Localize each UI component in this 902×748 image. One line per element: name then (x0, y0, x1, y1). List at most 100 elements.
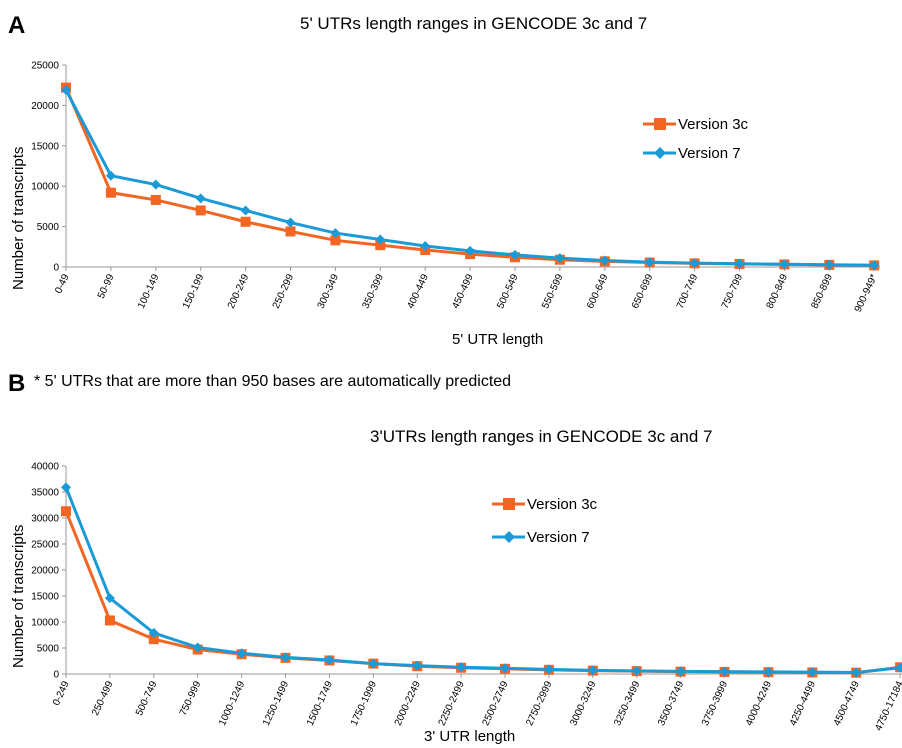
chart-b-x-tick-label: 1500-1749 (305, 679, 335, 727)
chart-a-x-tick-label: 450-499 (450, 272, 476, 310)
chart-b-point-7 (192, 642, 203, 653)
chart-a-x-tick-label: 750-799 (720, 272, 746, 310)
chart-a-x-tick-label: 350-399 (361, 272, 387, 310)
chart-a-x-tick-label: 600-649 (585, 272, 611, 310)
chart-a-point-7 (105, 170, 116, 181)
chart-a-point-7 (869, 260, 880, 271)
chart-a-x-tick-label: 200-249 (226, 272, 252, 310)
chart-a-point-7 (465, 245, 476, 256)
chart-a-x-tick-label: 100-149 (136, 272, 162, 310)
chart-a-point-7 (510, 249, 520, 260)
panel-a-letter: A (8, 12, 26, 39)
chart-a-point-3c (150, 194, 161, 205)
chart-a-x-tick-label: 50-99 (96, 272, 117, 300)
chart-b-point-7 (61, 482, 71, 493)
chart-a-point-3c (195, 205, 206, 216)
chart-a-point-3c (105, 187, 116, 198)
chart-b-x-tick-label: 3250-3499 (612, 679, 642, 727)
panel-b-note: * 5' UTRs that are more than 950 bases a… (34, 373, 512, 390)
chart-a-x-tick-label: 700-749 (675, 272, 701, 310)
chart-b-y-tick-label: 0 (53, 670, 59, 681)
chart-b-x-tick-label: 4500-4749 (832, 679, 862, 727)
chart-b-x-tick-label: 0-249 (51, 679, 72, 707)
chart-a-x-tick-label: 150-199 (181, 272, 207, 310)
chart-b-point-7 (412, 660, 423, 671)
chart-b-x-tick-label: 2750-2999 (524, 679, 554, 727)
chart-b-x-tick-label: 1000-1249 (217, 679, 247, 727)
chart-b-x-tick-label: 3500-3749 (656, 679, 686, 727)
chart-b-x-tick-label: 500-749 (134, 679, 160, 717)
chart-b-y-tick-label: 10000 (31, 618, 59, 629)
chart-b-point-7 (719, 666, 730, 677)
chart-a-x-tick-label: 500-549 (495, 272, 521, 310)
chart-b-point-7 (587, 665, 598, 676)
chart-b-x-tick-label: 4750-17184 (873, 679, 902, 732)
chart-a-point-7 (734, 258, 745, 269)
chart-b-series-7-line (64, 486, 901, 674)
chart-b-y-tick-label: 5000 (37, 644, 60, 655)
chart-b-point-7 (763, 666, 774, 677)
chart-b-legend-label-3c: Version 3c (527, 496, 598, 513)
chart-b-point-7 (236, 648, 247, 659)
chart-a-point-3c (240, 216, 251, 227)
chart-b-xlabel: 3' UTR length (424, 728, 516, 745)
chart-b-point-3c (148, 634, 159, 645)
chart-a-y-tick-label: 0 (53, 263, 59, 274)
chart-a-x-tick-label: 300-349 (316, 272, 342, 310)
chart-a-y-tick-label: 20000 (31, 101, 59, 112)
chart-a-y-tick-label: 25000 (31, 61, 59, 72)
panel-b-letter: B (8, 370, 26, 397)
chart-a-point-7 (375, 234, 386, 245)
chart-a-legend-marker-7 (654, 147, 666, 159)
chart-a-title: 5' UTRs length ranges in GENCODE 3c and … (300, 14, 648, 33)
chart-b-x-tick-label: 4250-4499 (788, 679, 818, 727)
chart-b-legend-marker-7 (503, 531, 515, 543)
chart-a-legend-label-7: Version 7 (678, 145, 741, 162)
chart-b-y-tick-label: 20000 (31, 566, 59, 577)
chart-b-point-7 (500, 663, 510, 674)
chart-b-x-tick-label: 3750-3999 (700, 679, 730, 727)
chart-a-legend-label-3c: Version 3c (678, 116, 749, 133)
chart-a-x-tick-label: 850-899 (810, 272, 836, 310)
chart-b-y-tick-label: 30000 (31, 514, 59, 525)
chart-b-point-7 (280, 652, 291, 663)
chart-a-point-7 (554, 253, 565, 264)
chart-b-x-tick-label: 750-999 (178, 679, 204, 717)
chart-a-point-7 (240, 205, 251, 216)
chart-b-y-tick-label: 40000 (31, 462, 59, 473)
chart-b-point-7 (631, 665, 642, 676)
chart-b-x-tick-label: 1750-1999 (349, 679, 379, 727)
chart-b-point-7 (543, 664, 554, 675)
chart-b-x-tick-label: 2250-2499 (437, 679, 467, 727)
chart-b-x-tick-label: 4000-4249 (744, 679, 774, 727)
chart-b-point-7 (324, 654, 335, 665)
chart-b-legend-label-7: Version 7 (527, 529, 590, 546)
chart-a-point-7 (824, 259, 835, 270)
chart-a-series-3c-line (64, 87, 875, 267)
chart-a-x-tick-label: 550-599 (540, 272, 566, 310)
chart-a-x-tick-label: 250-299 (271, 272, 297, 310)
chart-a-point-7 (150, 179, 161, 190)
chart-a-y-tick-label: 5000 (37, 222, 60, 233)
chart-b-x-tick-label: 2500-2749 (481, 679, 511, 727)
chart-a-point-7 (420, 240, 431, 251)
chart-b-point-7 (807, 667, 818, 678)
chart-a-x-tick-label: 900-949* (853, 273, 880, 315)
chart-a-xlabel: 5' UTR length (452, 331, 544, 348)
chart-b-point-3c (61, 506, 71, 517)
chart-a-x-tick-label: 0-49 (53, 272, 72, 295)
chart-a-y-tick-label: 10000 (31, 182, 59, 193)
chart-a-x-tick-label: 650-699 (630, 272, 656, 310)
chart-a-point-7 (61, 85, 71, 96)
chart-b-y-tick-label: 15000 (31, 592, 59, 603)
chart-a-point-3c (375, 240, 386, 251)
chart-b-point-7 (895, 662, 902, 673)
chart-b-x-tick-label: 1250-1499 (261, 679, 291, 727)
chart-a-x-tick-label: 400-449 (405, 272, 431, 310)
chart-b-point-7 (851, 667, 862, 678)
chart-b-point-7 (148, 627, 159, 638)
chart-a-x-tick-label: 800-849 (765, 272, 791, 310)
chart-a-point-3c (285, 226, 296, 237)
chart-b-legend-marker-3c (503, 498, 515, 510)
